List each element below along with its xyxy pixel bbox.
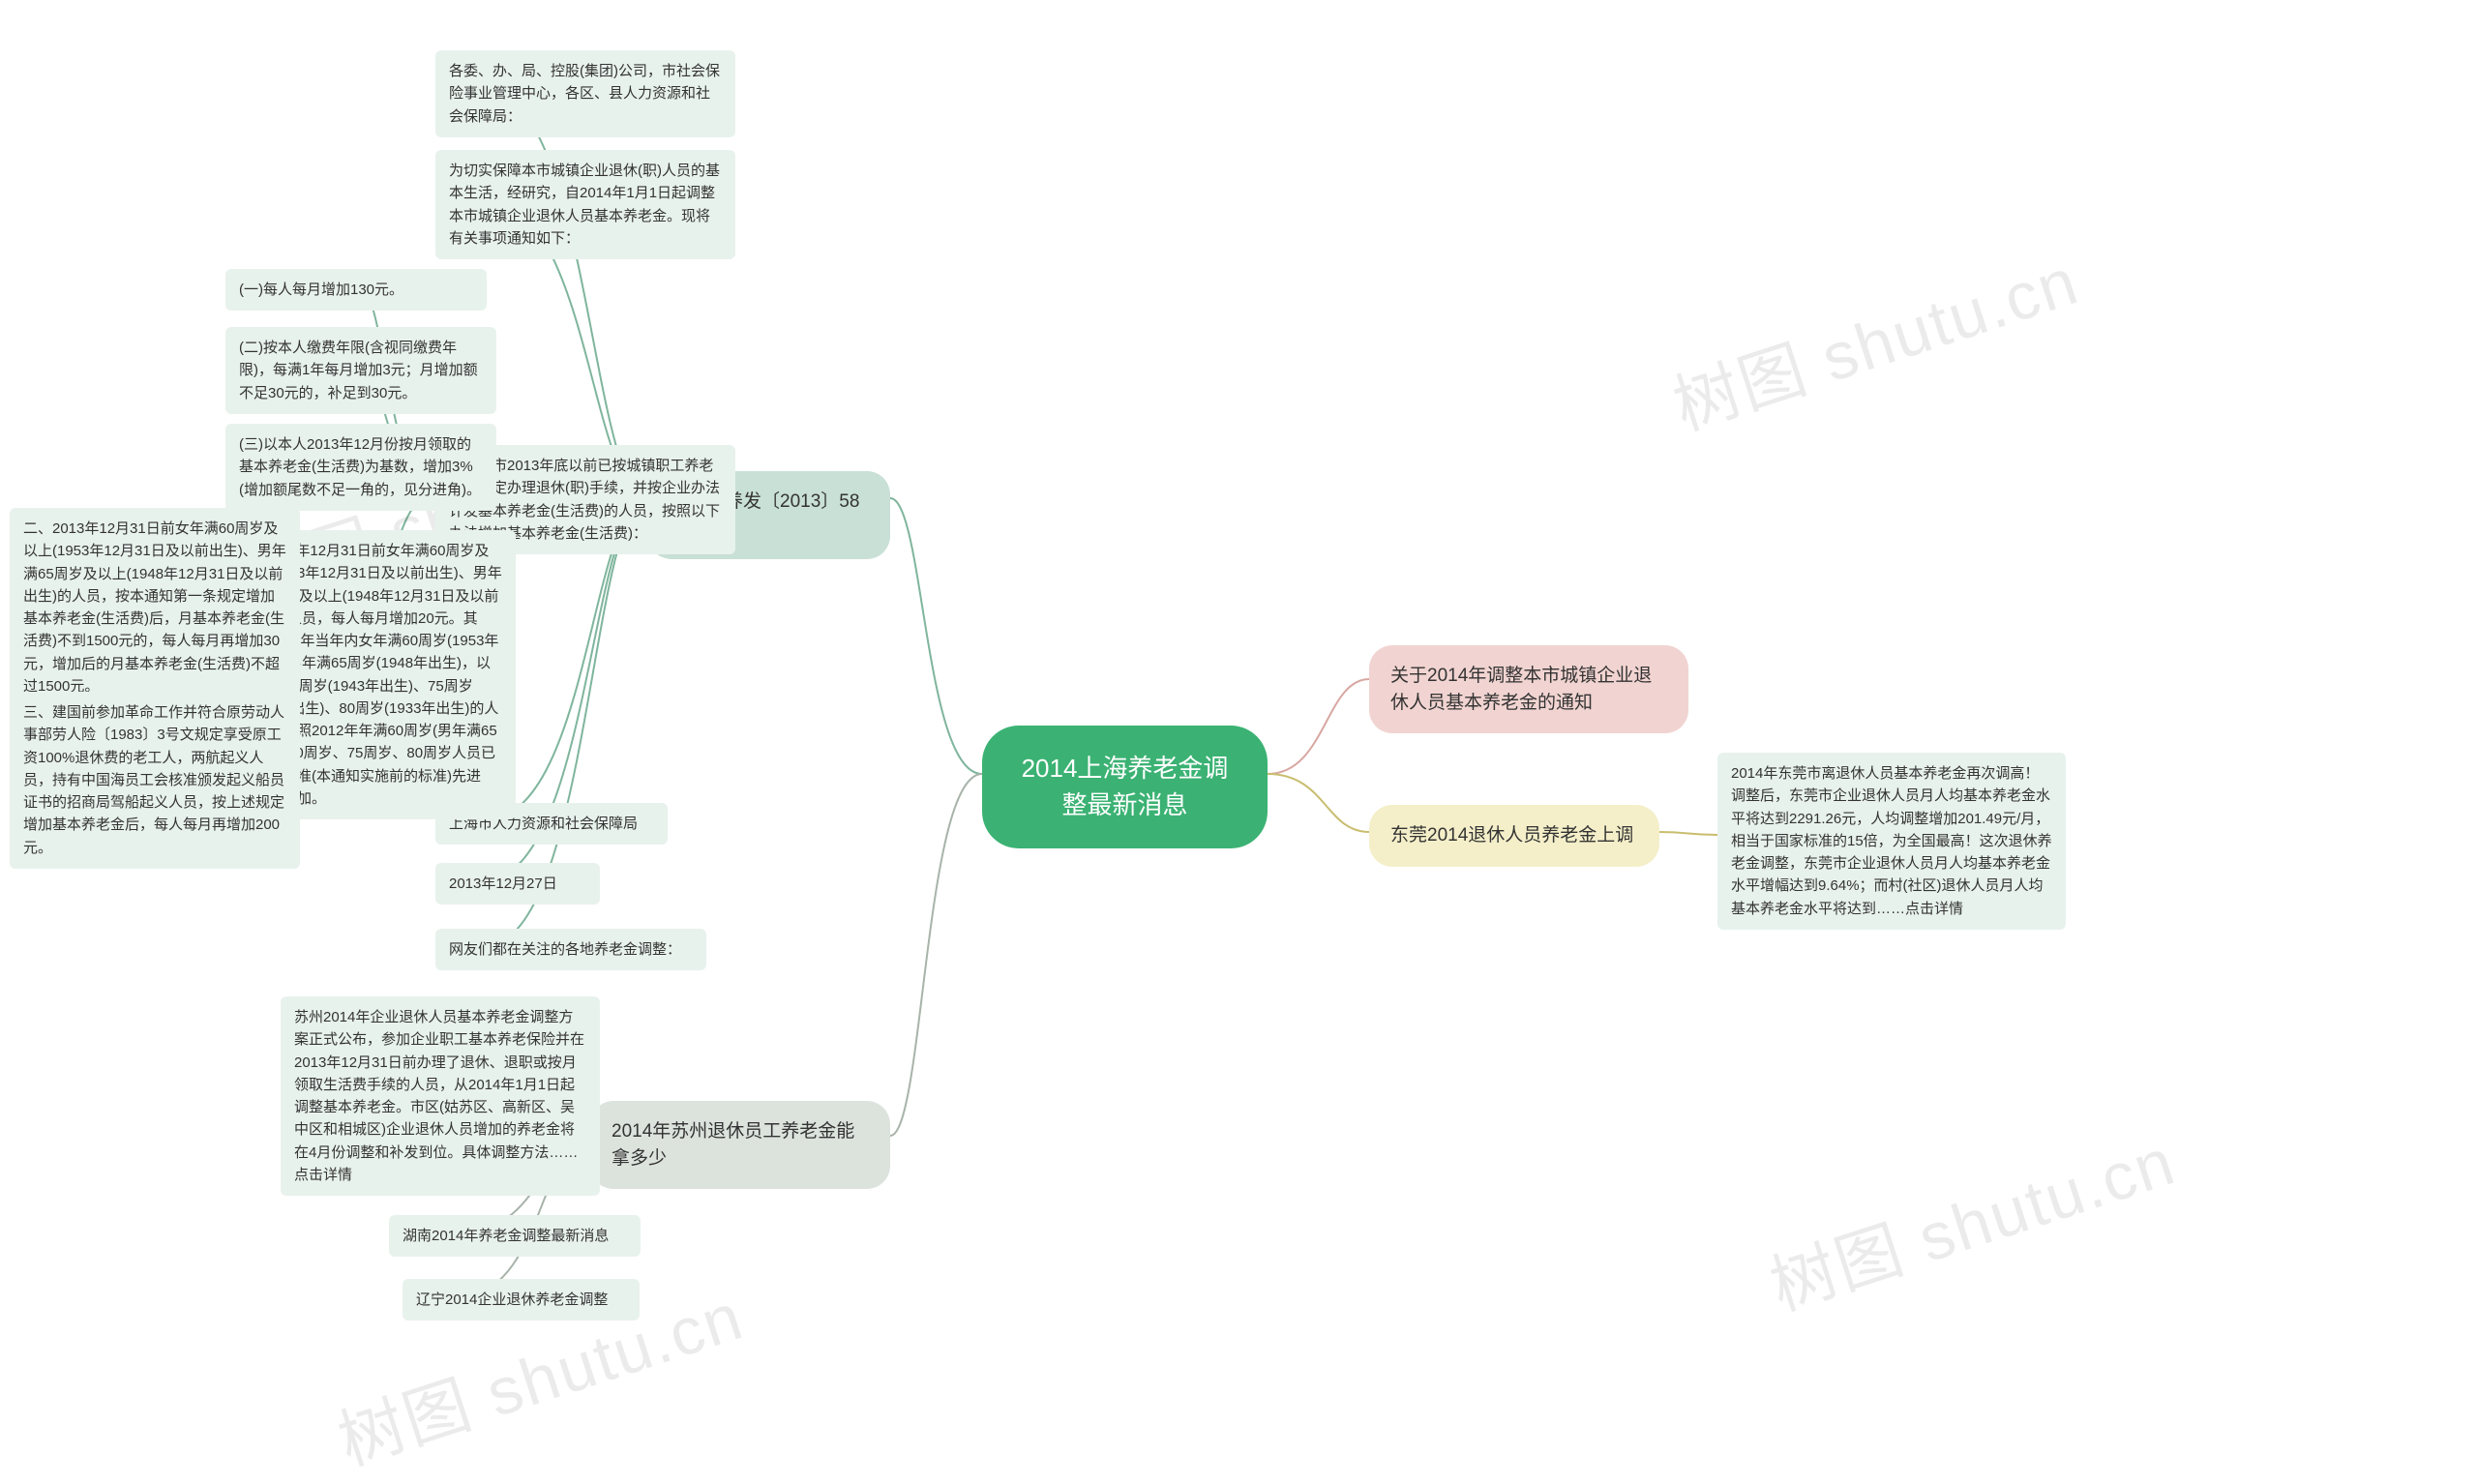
leaf-clause-three: 三、建国前参加革命工作并符合原劳动人事部劳人险〔1983〕3号文规定享受原工资1…: [10, 692, 300, 869]
root-node[interactable]: 2014上海养老金调整最新消息: [982, 726, 1268, 848]
leaf-recipients: 各委、办、局、控股(集团)公司，市社会保险事业管理中心，各区、县人力资源和社会保…: [435, 50, 735, 137]
leaf-date: 2013年12月27日: [435, 863, 600, 905]
leaf-suzhou-detail: 苏州2014年企业退休人员基本养老金调整方案正式公布，参加企业职工基本养老保险并…: [281, 996, 600, 1196]
leaf-item-1: (一)每人每月增加130元。: [225, 269, 487, 311]
branch-dongguan[interactable]: 东莞2014退休人员养老金上调: [1369, 805, 1659, 867]
leaf-preamble: 为切实保障本市城镇企业退休(职)人员的基本生活，经研究，自2014年1月1日起调…: [435, 150, 735, 259]
branch-suzhou[interactable]: 2014年苏州退休员工养老金能拿多少: [590, 1101, 890, 1189]
leaf-dongguan-detail: 2014年东莞市离退休人员基本养老金再次调高！调整后，东莞市企业退休人员月人均基…: [1717, 753, 2066, 930]
leaf-hunan: 湖南2014年养老金调整最新消息: [389, 1215, 641, 1257]
watermark: 树图 shutu.cn: [1756, 1108, 2185, 1328]
leaf-item-2: (二)按本人缴费年限(含视同缴费年限)，每满1年每月增加3元；月增加额不足30元…: [225, 327, 496, 414]
leaf-item-3: (三)以本人2013年12月份按月领取的基本养老金(生活费)为基数，增加3%(增…: [225, 424, 496, 511]
leaf-clause-two: 二、2013年12月31日前女年满60周岁及以上(1953年12月31日及以前出…: [10, 508, 300, 707]
leaf-liaoning: 辽宁2014企业退休养老金调整: [403, 1279, 640, 1321]
watermark: 树图 shutu.cn: [1659, 227, 2088, 448]
branch-notice-title[interactable]: 关于2014年调整本市城镇企业退休人员基本养老金的通知: [1369, 645, 1688, 733]
leaf-netizens: 网友们都在关注的各地养老金调整：: [435, 929, 706, 970]
